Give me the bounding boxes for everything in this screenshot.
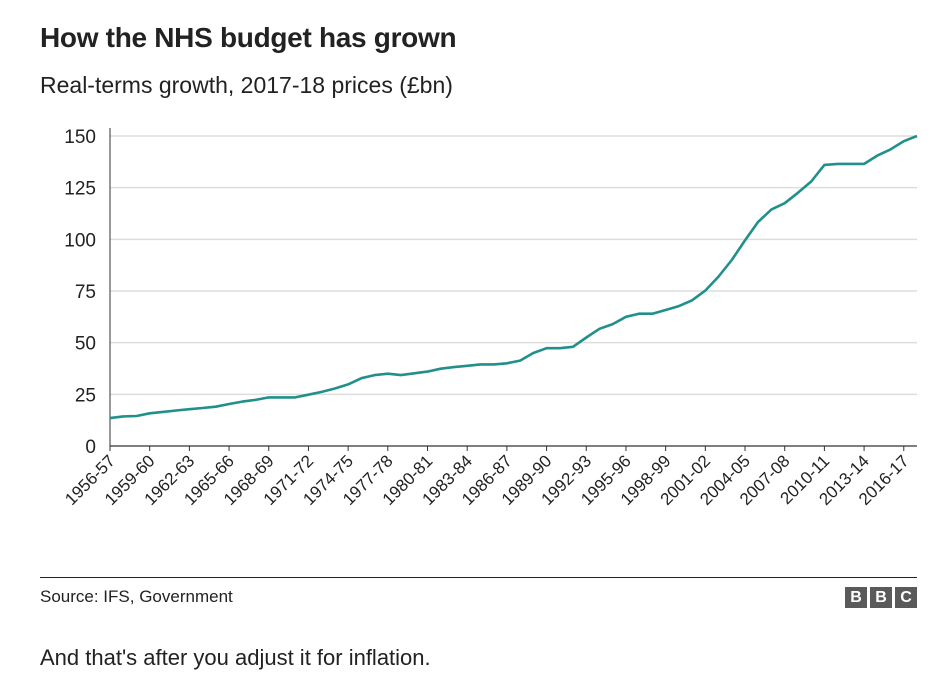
chart-subtitle: Real-terms growth, 2017-18 prices (£bn)	[40, 72, 453, 98]
footer-divider	[40, 577, 917, 578]
bbc-logo-letter: B	[845, 587, 867, 608]
y-tick-label: 125	[64, 179, 96, 200]
y-tick-label: 0	[85, 437, 96, 458]
bbc-logo-letter: B	[870, 587, 892, 608]
y-tick-label: 75	[75, 282, 96, 303]
y-axis-ticks: 0 25 50 75 100 125 150	[64, 127, 96, 458]
bbc-logo: B B C	[845, 587, 917, 608]
y-tick-label: 50	[75, 334, 96, 355]
y-tick-label: 150	[64, 127, 96, 148]
y-tick-label: 100	[64, 230, 96, 251]
bbc-logo-letter: C	[895, 587, 917, 608]
x-axis-ticks: 1956-571959-601962-631965-661968-691971-…	[61, 446, 913, 509]
series-line-nhs-budget	[109, 134, 918, 420]
article-caption: And that's after you adjust it for infla…	[40, 645, 431, 670]
y-tick-label: 25	[75, 385, 96, 406]
chart-title: How the NHS budget has grown	[40, 22, 457, 53]
line-chart: 0 25 50 75 100 125 150 1956-571959-601962-6319…	[61, 127, 918, 509]
source-note: Source: IFS, Government	[40, 587, 233, 606]
gridlines	[109, 128, 917, 447]
